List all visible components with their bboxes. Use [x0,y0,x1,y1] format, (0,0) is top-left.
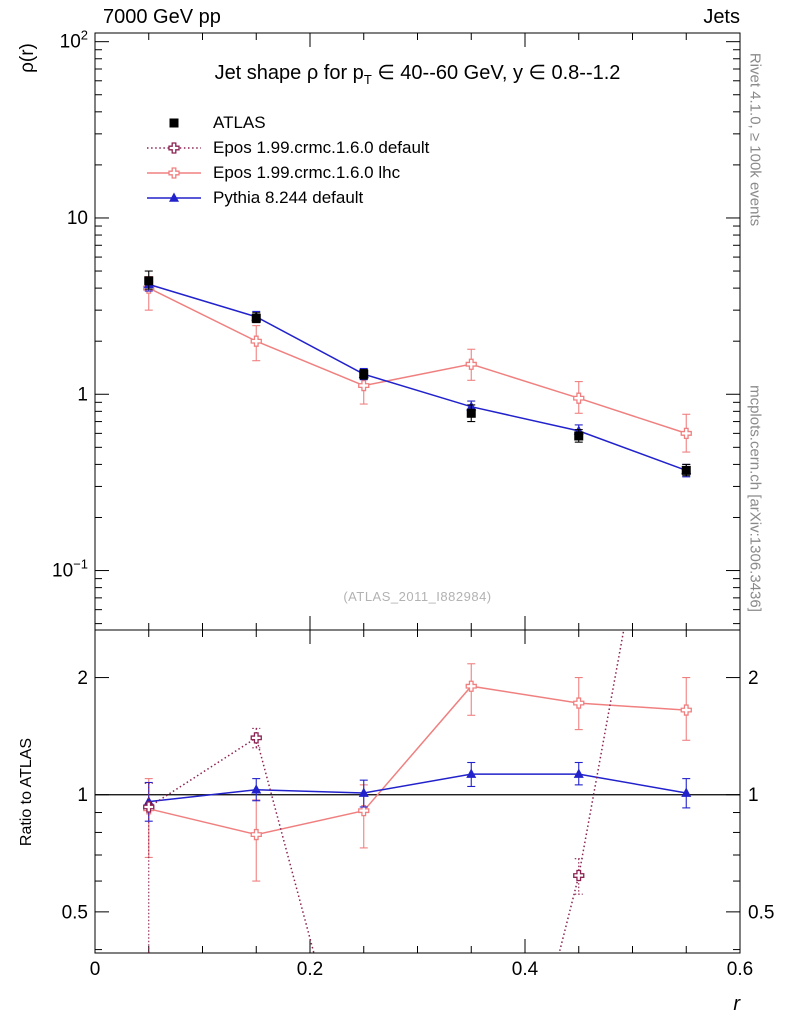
x-tick-label: 0.4 [512,959,539,980]
ratio-y-tick-label-right: 2 [748,668,759,689]
legend-pythia-marker-icon [147,192,201,202]
series-ratio-3 [143,761,692,822]
mcplots-arxiv-note: mcplots.cern.ch [arXiv:1306.3436] [746,385,764,612]
x-tick-label: 0 [90,959,101,980]
error-bar [252,799,261,882]
main-y-tick-label: 102 [60,28,88,53]
data-point-cross [250,732,262,744]
main-y-tick-label: 10 [67,208,88,229]
header-process: Jets [703,6,740,28]
x-axis-title: r [733,993,740,1015]
ratio-y-tick-label-left: 2 [77,668,88,689]
legend-label-atlas: ATLAS [213,112,266,132]
header-beam-energy: 7000 GeV pp [103,6,221,28]
legend-atlas-marker-icon [169,118,179,127]
legend-epos-default-marker-icon [147,141,201,154]
data-point-square [144,276,154,286]
x-tick-label: 0.2 [297,959,323,980]
main-y-tick-label: 10−1 [52,557,88,582]
data-point-cross [250,828,262,841]
analysis-id-watermark: (ATLAS_2011_I882984) [343,589,492,604]
series-main-0 [144,270,691,477]
data-point-cross [573,392,585,404]
series-ratio-2 [143,663,692,882]
data-point-cross [465,358,477,370]
series-ratio-1 [143,630,625,953]
error-bar [252,727,261,749]
data-point-cross [168,166,180,179]
plot-title: Jet shape ρ for pT ∈ 40--60 GeV, y ∈ 0.8… [95,60,740,87]
data-point-cross [250,335,262,347]
main-y-axis-ticks [95,41,740,625]
plot-title-post: ∈ 40--60 GeV, y ∈ 0.8--1.2 [371,62,621,84]
data-point-triangle [573,768,584,778]
data-point-triangle [169,192,179,202]
main-y-axis-tick-labels: 102 10 1 10−1 [52,28,88,582]
y-axis-title-main: ρ(r) [17,43,38,73]
data-point-triangle [358,787,369,797]
y-axis-title-ratio: Ratio to ATLAS [18,737,35,847]
main-y-tick-label: 1 [77,384,88,405]
data-point-square [681,465,691,475]
x-axis-tick-labels: 0 0.2 0.4 0.6 [90,959,754,980]
data-point-square [574,431,584,441]
data-point-cross [680,427,692,440]
legend-label-epos-lhc: Epos 1.99.crmc.1.6.0 lhc [213,162,401,182]
data-point-square [466,408,476,418]
ratio-y-tick-label-right: 1 [748,785,759,806]
legend-item-atlas: ATLAS [147,110,429,135]
legend-item-epos-default: Epos 1.99.crmc.1.6.0 default [147,135,429,160]
rivet-version-note: Rivet 4.1.0, ≥ 100k events [746,52,764,227]
series-main-3 [143,276,692,478]
data-point-cross [573,869,585,882]
data-point-cross [680,704,692,716]
data-point-triangle [466,768,477,778]
data-point-square [359,369,369,379]
legend-label-pythia: Pythia 8.244 default [213,187,364,207]
data-point-triangle [251,784,262,794]
legend: ATLAS Epos 1.99.crmc.1.6.0 default Epos … [147,110,429,210]
data-point-square [169,118,179,127]
ratio-y-tick-label-left: 0.5 [62,902,88,923]
ratio-y-axis-tick-labels: 2 2 1 1 0.5 0.5 [62,668,775,923]
series-main-2 [143,276,692,453]
plot-title-subscript: T [363,72,372,87]
data-point-cross [358,379,370,392]
data-point-cross [573,697,585,709]
x-axis-ticks [94,33,741,953]
legend-epos-lhc-marker-icon [147,166,201,179]
ratio-y-tick-label-right: 0.5 [748,902,774,923]
data-point-cross [465,680,477,692]
error-bar [144,782,153,953]
ratio-y-axis-ticks [95,677,740,951]
data-point-triangle [143,796,154,806]
data-point-triangle [681,787,692,797]
x-tick-label: 0.6 [727,959,753,980]
legend-item-pythia: Pythia 8.244 default [147,185,429,210]
plot-title-pre: Jet shape ρ for p [214,62,364,84]
data-point-cross [143,801,155,813]
data-point-cross [168,141,180,154]
data-point-square [251,313,261,323]
data-point-cross [358,805,370,817]
legend-item-epos-lhc: Epos 1.99.crmc.1.6.0 lhc [147,160,429,185]
legend-label-epos-default: Epos 1.99.crmc.1.6.0 default [213,137,430,157]
ratio-y-tick-label-left: 1 [77,785,88,806]
